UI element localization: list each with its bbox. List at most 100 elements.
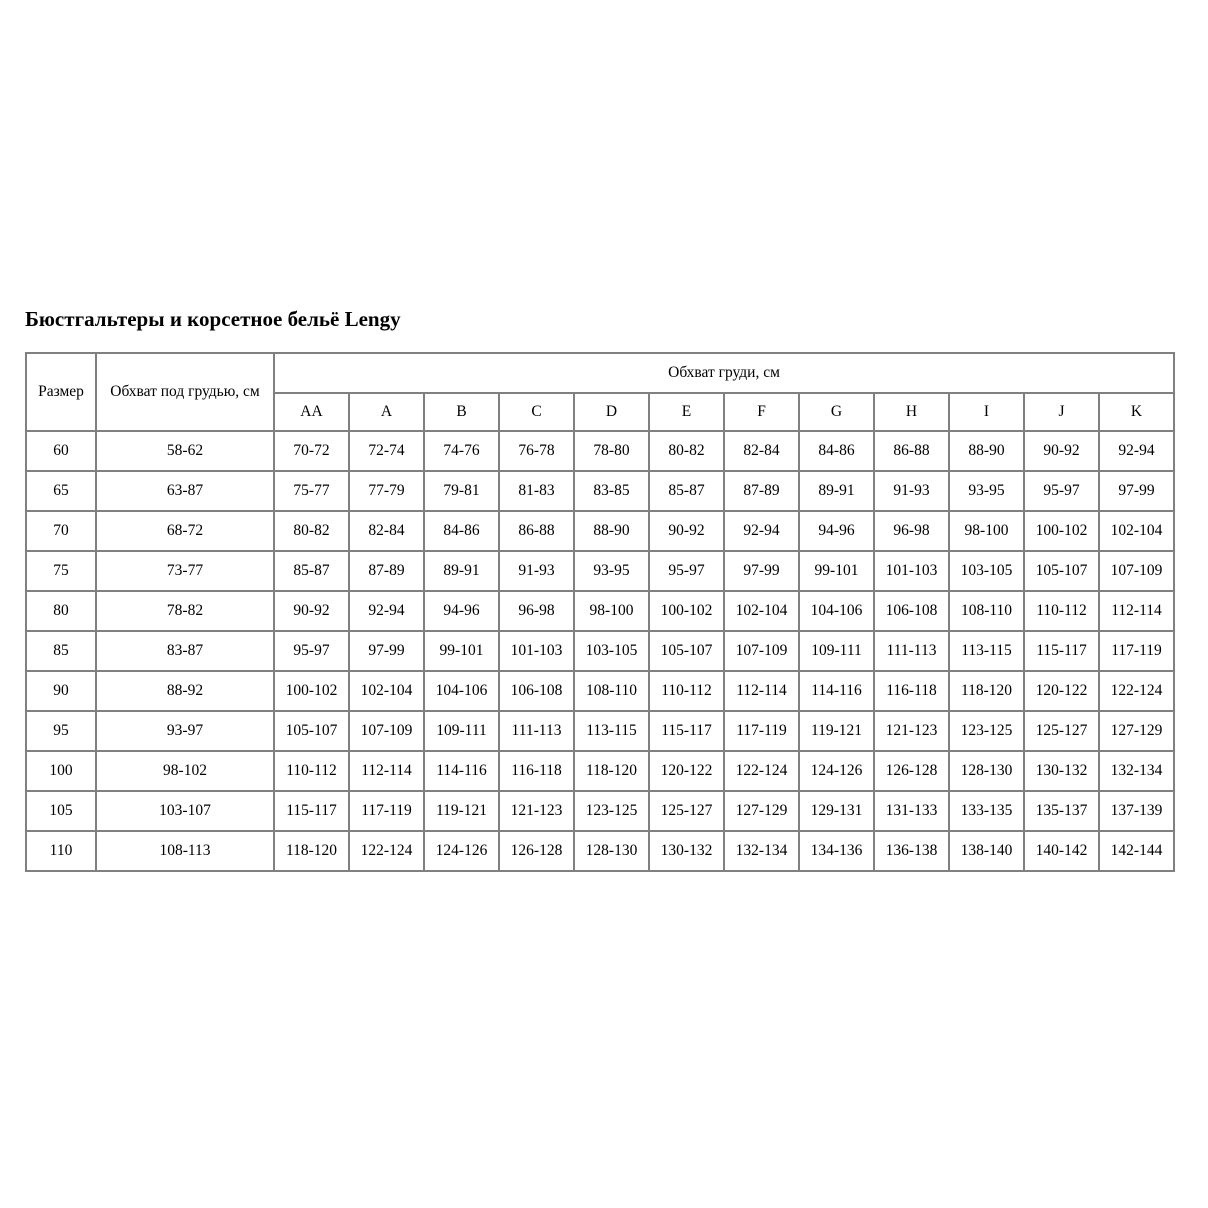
cell-bust-range: 88-90 <box>948 430 1025 473</box>
cell-bust-range: 94-96 <box>423 590 500 633</box>
cell-bust-range: 107-109 <box>1097 550 1176 593</box>
cell-bust-range: 129-131 <box>798 790 875 833</box>
cell-bust-range: 74-76 <box>423 430 500 473</box>
cell-bust-range: 112-114 <box>1097 590 1176 633</box>
cell-bust-range: 111-113 <box>498 710 575 753</box>
cell-underbust: 98-102 <box>95 750 275 793</box>
cell-size: 75 <box>25 550 97 593</box>
column-header-cup-b: B <box>423 392 500 433</box>
cell-bust-range: 132-134 <box>1097 750 1176 793</box>
cell-bust-range: 106-108 <box>498 670 575 713</box>
cell-bust-range: 110-112 <box>648 670 725 713</box>
cell-bust-range: 97-99 <box>723 550 800 593</box>
cell-bust-range: 127-129 <box>723 790 800 833</box>
document-content: Бюстгальтеры и корсетное бельё Lengy Раз… <box>25 306 1176 873</box>
cell-size: 60 <box>25 430 97 473</box>
cell-bust-range: 130-132 <box>648 830 725 873</box>
cell-underbust: 88-92 <box>95 670 275 713</box>
cell-bust-range: 120-122 <box>648 750 725 793</box>
table-row: 80 78-82 90-92 92-94 94-96 96-98 98-100 100-102… <box>25 590 1176 633</box>
cell-size: 70 <box>25 510 97 553</box>
table-row: 95 93-97 105-107 107-109 109-111 111-113 113-1… <box>25 710 1176 753</box>
cell-bust-range: 109-111 <box>423 710 500 753</box>
cell-bust-range: 137-139 <box>1097 790 1176 833</box>
cell-bust-range: 100-102 <box>1023 510 1100 553</box>
cell-bust-range: 130-132 <box>1023 750 1100 793</box>
cell-bust-range: 101-103 <box>873 550 950 593</box>
cell-bust-range: 133-135 <box>948 790 1025 833</box>
cell-bust-range: 109-111 <box>798 630 875 673</box>
cell-bust-range: 115-117 <box>648 710 725 753</box>
cell-underbust: 73-77 <box>95 550 275 593</box>
cell-underbust: 108-113 <box>95 830 275 873</box>
cell-bust-range: 96-98 <box>873 510 950 553</box>
cell-bust-range: 103-105 <box>573 630 650 673</box>
cell-bust-range: 72-74 <box>348 430 425 473</box>
cell-size: 90 <box>25 670 97 713</box>
cell-size: 110 <box>25 830 97 873</box>
cell-bust-range: 136-138 <box>873 830 950 873</box>
cell-bust-range: 98-100 <box>573 590 650 633</box>
cell-size: 80 <box>25 590 97 633</box>
column-header-cup-a: A <box>348 392 425 433</box>
cell-bust-range: 108-110 <box>948 590 1025 633</box>
cell-bust-range: 115-117 <box>1023 630 1100 673</box>
cell-bust-range: 100-102 <box>273 670 350 713</box>
cell-underbust: 83-87 <box>95 630 275 673</box>
cell-bust-range: 83-85 <box>573 470 650 513</box>
cell-bust-range: 135-137 <box>1023 790 1100 833</box>
cell-bust-range: 90-92 <box>648 510 725 553</box>
cell-bust-range: 98-100 <box>948 510 1025 553</box>
cell-bust-range: 102-104 <box>1097 510 1176 553</box>
cell-bust-range: 125-127 <box>648 790 725 833</box>
cell-bust-range: 131-133 <box>873 790 950 833</box>
cell-bust-range: 122-124 <box>348 830 425 873</box>
cell-bust-range: 122-124 <box>1097 670 1176 713</box>
cell-bust-range: 92-94 <box>723 510 800 553</box>
cell-bust-range: 96-98 <box>498 590 575 633</box>
cell-bust-range: 112-114 <box>723 670 800 713</box>
cell-bust-range: 106-108 <box>873 590 950 633</box>
column-header-cup-g: G <box>798 392 875 433</box>
cell-bust-range: 118-120 <box>573 750 650 793</box>
table-row: 65 63-87 75-77 77-79 79-81 81-83 83-85 85-87 87-… <box>25 470 1176 513</box>
cell-bust-range: 119-121 <box>798 710 875 753</box>
column-header-cup-k: K <box>1097 392 1176 433</box>
table-body: 60 58-62 70-72 72-74 74-76 76-78 78-80 80-82 82-… <box>25 430 1176 873</box>
cell-bust-range: 104-106 <box>798 590 875 633</box>
cell-bust-range: 70-72 <box>273 430 350 473</box>
cell-bust-range: 111-113 <box>873 630 950 673</box>
cell-size: 105 <box>25 790 97 833</box>
table-row: 60 58-62 70-72 72-74 74-76 76-78 78-80 80-82 82-… <box>25 430 1176 473</box>
size-chart-table: Размер Обхват под грудью, см Обхват груд… <box>25 352 1176 873</box>
cell-bust-range: 92-94 <box>348 590 425 633</box>
cell-bust-range: 99-101 <box>423 630 500 673</box>
cell-bust-range: 126-128 <box>873 750 950 793</box>
cell-bust-range: 132-134 <box>723 830 800 873</box>
column-header-cup-e: E <box>648 392 725 433</box>
cell-bust-range: 90-92 <box>1023 430 1100 473</box>
cell-bust-range: 113-115 <box>948 630 1025 673</box>
column-header-size: Размер <box>25 352 97 433</box>
cell-underbust: 103-107 <box>95 790 275 833</box>
column-header-cup-h: H <box>873 392 950 433</box>
cell-bust-range: 102-104 <box>723 590 800 633</box>
cell-bust-range: 86-88 <box>873 430 950 473</box>
cell-bust-range: 95-97 <box>648 550 725 593</box>
table-row: 90 88-92 100-102 102-104 104-106 106-108 108-1… <box>25 670 1176 713</box>
cell-bust-range: 95-97 <box>1023 470 1100 513</box>
column-header-cup-aa: AA <box>273 392 350 433</box>
column-header-cup-i: I <box>948 392 1025 433</box>
cell-bust-range: 122-124 <box>723 750 800 793</box>
cell-bust-range: 116-118 <box>498 750 575 793</box>
cell-bust-range: 112-114 <box>348 750 425 793</box>
cell-bust-range: 105-107 <box>1023 550 1100 593</box>
table-header-row-group: Размер Обхват под грудью, см Обхват груд… <box>25 352 1176 433</box>
column-header-cup-f: F <box>723 392 800 433</box>
cell-bust-range: 88-90 <box>573 510 650 553</box>
column-header-cup-j: J <box>1023 392 1100 433</box>
cell-bust-range: 80-82 <box>273 510 350 553</box>
cell-bust-range: 85-87 <box>648 470 725 513</box>
cell-bust-range: 90-92 <box>273 590 350 633</box>
